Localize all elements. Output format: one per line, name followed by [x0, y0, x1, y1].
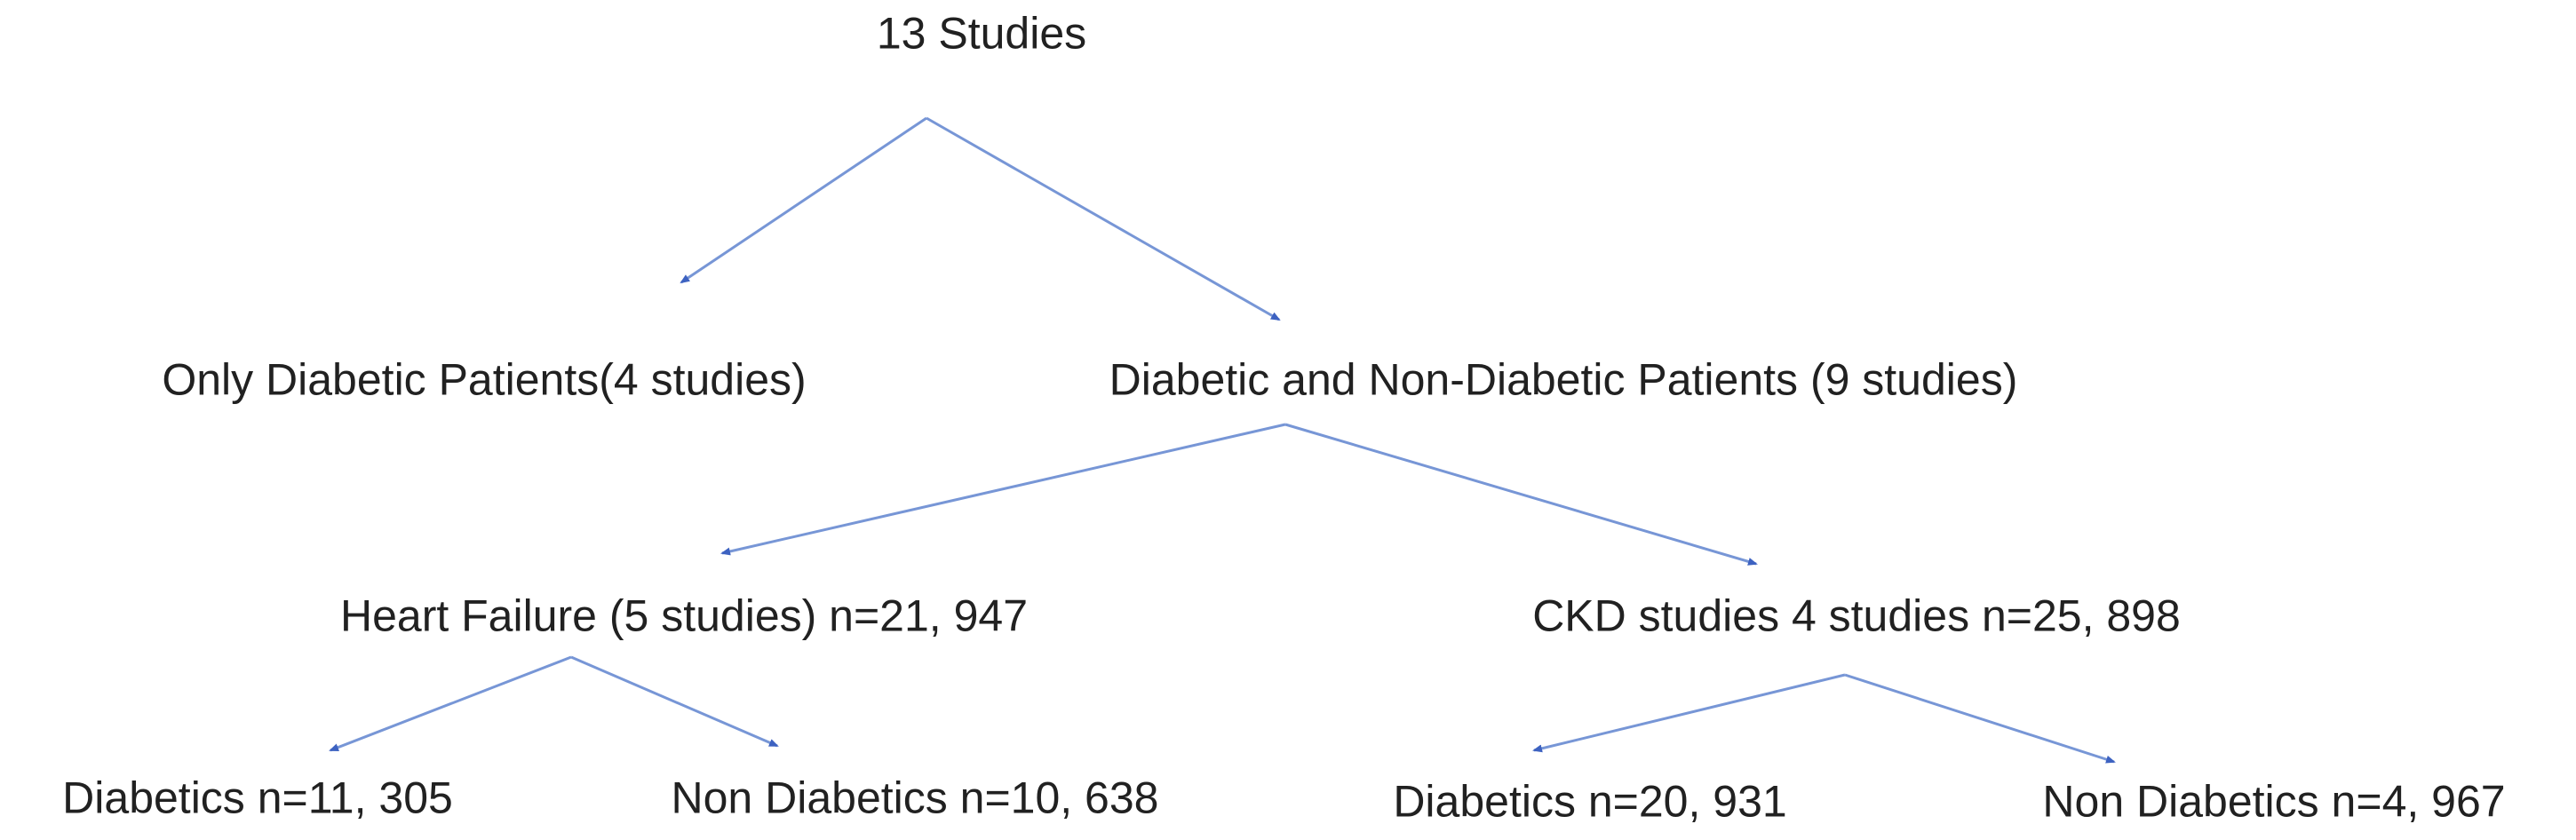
node-ckd-non-diabetics: Non Diabetics n=4, 967: [2042, 776, 2506, 827]
connector-arrow-ckd-to-ckd_non_diabetics: [1844, 673, 2116, 764]
connector-arrow-study_total-to-diabetic_nondiabetic: [926, 116, 1281, 321]
connector-arrow-diabetic_nondiabetic-to-ckd: [1284, 423, 1758, 566]
connector-arrow-heart_failure-to-hf_non_diabetics: [570, 655, 779, 748]
connector-arrow-ckd-to-ckd_diabetics: [1532, 673, 1846, 753]
connector-arrow-heart_failure-to-hf_diabetics: [329, 655, 572, 752]
node-diabetic-and-nondiabetic-patients: Diabetic and Non-Diabetic Patients (9 st…: [1109, 354, 2018, 405]
node-heart-failure-diabetics: Diabetics n=11, 305: [62, 773, 453, 823]
node-heart-failure-non-diabetics: Non Diabetics n=10, 638: [671, 773, 1159, 823]
node-ckd-diabetics: Diabetics n=20, 931: [1393, 776, 1787, 827]
node-ckd-studies: CKD studies 4 studies n=25, 898: [1532, 590, 2181, 641]
connector-arrow-study_total-to-only_diabetic: [680, 116, 927, 284]
node-only-diabetic-patients: Only Diabetic Patients(4 studies): [162, 354, 807, 405]
node-study-total: 13 Studies: [876, 8, 1087, 59]
connector-arrow-diabetic_nondiabetic-to-heart_failure: [720, 423, 1286, 556]
node-heart-failure-studies: Heart Failure (5 studies) n=21, 947: [339, 590, 1029, 641]
